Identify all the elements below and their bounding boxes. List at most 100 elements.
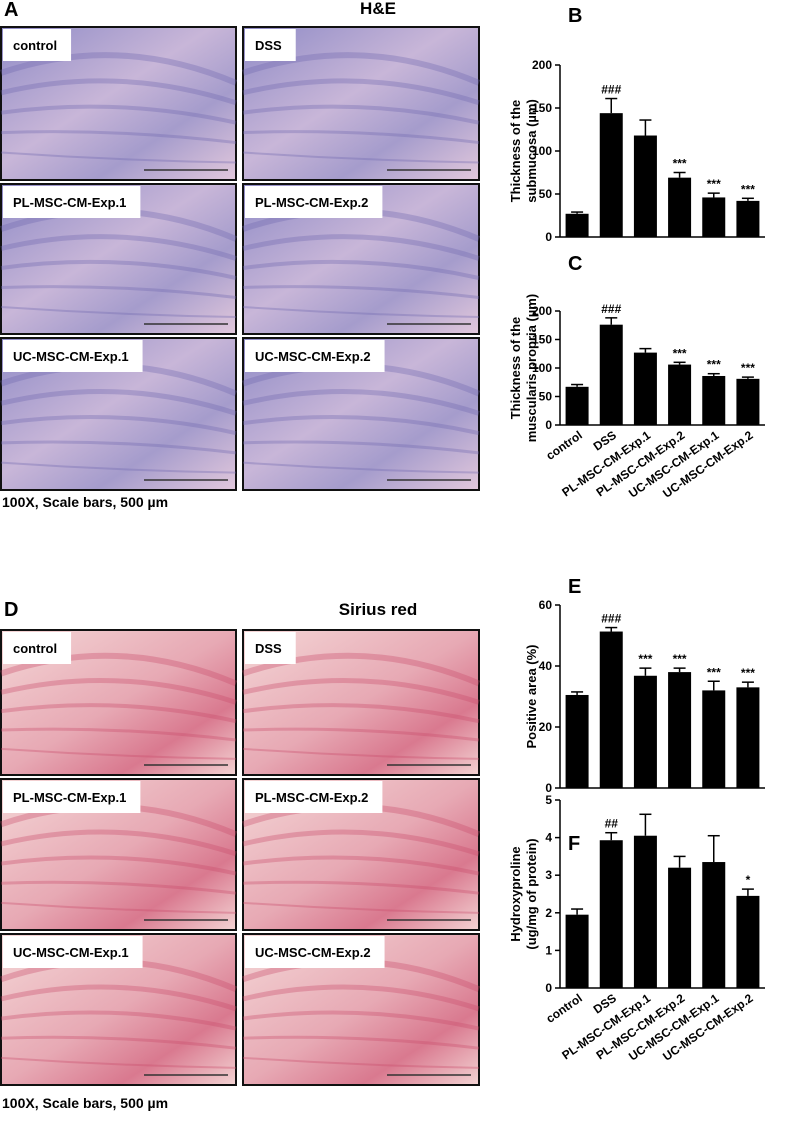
- tissue-layer: [242, 151, 480, 164]
- significance-mark: ***: [638, 652, 652, 666]
- image-label-box: [3, 781, 141, 813]
- x-tick-label: control: [543, 991, 584, 1026]
- tissue-layer: [0, 388, 237, 416]
- tissue-layer: [0, 285, 237, 299]
- tissue-layer: [0, 306, 237, 318]
- panel-letter: C: [568, 253, 582, 275]
- tissue-layer: [0, 259, 237, 280]
- bar: [736, 895, 760, 988]
- tissue-layer: [242, 78, 480, 106]
- tissue-layer: [242, 901, 480, 914]
- y-tick-label: 0: [545, 981, 552, 995]
- tissue-layer: [242, 727, 480, 742]
- significance-mark: ***: [673, 346, 687, 360]
- y-axis-label: (ug/mg of protein): [524, 838, 539, 949]
- image-label-box: [3, 936, 143, 968]
- y-axis-label: Thickness of the: [508, 100, 523, 203]
- image-label-box: [245, 186, 383, 218]
- bar: [736, 687, 760, 788]
- y-tick-label: 0: [545, 230, 552, 244]
- image-label: UC-MSC-CM-Exp.1: [13, 945, 129, 960]
- y-tick-label: 60: [539, 598, 553, 612]
- image-label: DSS: [255, 641, 282, 656]
- panel-caption: 100X, Scale bars, 500 µm: [2, 494, 168, 510]
- image-label-box: [245, 632, 296, 664]
- panel-letter: D: [4, 599, 18, 621]
- tissue-layer: [242, 703, 480, 724]
- bar: [668, 672, 692, 788]
- significance-mark: ***: [707, 665, 721, 679]
- image-label: PL-MSC-CM-Exp.1: [13, 195, 126, 210]
- bar: [599, 631, 623, 788]
- y-tick-label: 150: [532, 333, 552, 347]
- y-tick-label: 100: [532, 361, 552, 375]
- tissue-layer: [0, 130, 237, 145]
- tissue-layer: [0, 677, 237, 705]
- tissue-layer: [242, 829, 480, 857]
- tissue-layer: [0, 415, 237, 436]
- tissue-layer: [0, 78, 237, 106]
- tissue-layer: [0, 104, 237, 125]
- image-label: PL-MSC-CM-Exp.2: [255, 195, 368, 210]
- y-tick-label: 20: [539, 720, 553, 734]
- bar: [702, 375, 726, 425]
- bar: [633, 352, 657, 425]
- tissue-layer: [0, 461, 237, 474]
- tissue-layer: [242, 984, 480, 1012]
- tissue-layer: [242, 677, 480, 705]
- micrograph: UC-MSC-CM-Exp.2: [242, 337, 481, 491]
- significance-mark: ***: [707, 177, 721, 191]
- image-label: control: [13, 641, 57, 656]
- micrograph: UC-MSC-CM-Exp.1: [0, 933, 238, 1086]
- tissue-layer: [0, 727, 237, 742]
- bar: [565, 914, 589, 988]
- image-label-box: [3, 29, 72, 61]
- y-tick-label: 50: [539, 187, 553, 201]
- tissue-layer: [0, 829, 237, 857]
- bar: [736, 378, 760, 425]
- tissue-layer: [242, 1010, 480, 1031]
- image-label-box: [3, 186, 141, 218]
- image-label: PL-MSC-CM-Exp.2: [255, 790, 368, 805]
- tissue-layer: [242, 415, 480, 436]
- tissue-layer: [242, 306, 480, 318]
- bar: [702, 690, 726, 788]
- tissue-layer: [0, 747, 237, 760]
- significance-mark: ###: [601, 83, 621, 97]
- image-label-box: [3, 632, 72, 664]
- bar: [565, 386, 589, 425]
- panel-letter: F: [568, 833, 580, 855]
- micrograph: PL-MSC-CM-Exp.1: [0, 778, 238, 931]
- significance-mark: ***: [741, 182, 755, 196]
- micrograph: DSS: [242, 26, 481, 181]
- bar: [633, 675, 657, 788]
- panel-letter: B: [568, 5, 582, 27]
- significance-mark: ***: [741, 666, 755, 680]
- micrograph: control: [0, 26, 238, 181]
- tissue-layer: [242, 855, 480, 876]
- y-tick-label: 100: [532, 144, 552, 158]
- significance-mark: ***: [707, 358, 721, 372]
- micrograph: control: [0, 629, 238, 776]
- tissue-layer: [242, 130, 480, 145]
- tissue-layer: [242, 880, 480, 895]
- significance-mark: *: [746, 873, 751, 887]
- y-tick-label: 4: [545, 831, 552, 845]
- tissue-layer: [242, 52, 481, 86]
- tissue-layer: [242, 388, 480, 416]
- y-tick-label: 3: [545, 868, 552, 882]
- tissue-layer: [0, 855, 237, 876]
- y-axis-label: Positive area (%): [524, 644, 539, 748]
- bar: [702, 862, 726, 988]
- micrograph: DSS: [242, 629, 481, 776]
- image-label: PL-MSC-CM-Exp.1: [13, 790, 126, 805]
- tissue-layer: [0, 703, 237, 724]
- image-label: UC-MSC-CM-Exp.2: [255, 349, 371, 364]
- y-tick-label: 40: [539, 659, 553, 673]
- y-axis-label: Thickness of the: [508, 317, 523, 420]
- image-label: UC-MSC-CM-Exp.1: [13, 349, 129, 364]
- image-label-box: [245, 781, 383, 813]
- tissue-layer: [242, 285, 480, 299]
- bar: [633, 135, 657, 237]
